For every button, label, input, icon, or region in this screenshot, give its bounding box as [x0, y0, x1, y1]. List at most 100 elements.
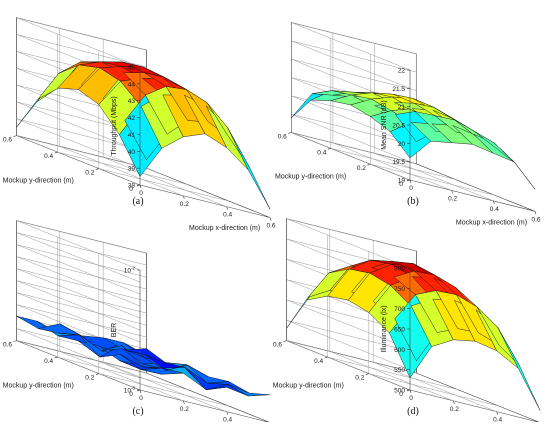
y-axis-label: Mockup y-direction (m) [273, 382, 344, 389]
grid-line [59, 351, 184, 402]
surface [16, 61, 271, 210]
surface-patch [473, 133, 515, 163]
y-tick [367, 163, 371, 166]
z-tick-label: 21.5 [392, 86, 405, 93]
z-tick-label: 10-2 [124, 266, 136, 275]
grid-line [16, 280, 147, 314]
z-axis-label: Illuminance (lx) [381, 305, 388, 352]
y-tick [365, 373, 369, 375]
panel-caption: (d) [407, 406, 419, 417]
y-tick-label: 0.2 [357, 165, 366, 172]
grid-line [16, 220, 141, 271]
y-tick [13, 135, 17, 137]
y-tick [136, 389, 141, 392]
grid-line [291, 132, 411, 181]
y-tick [324, 356, 328, 359]
grid-line [16, 244, 147, 278]
y-tick-label: 0 [129, 391, 133, 398]
chart-panel-a: 38 39 40 41 42 43 44 45 Throughput (Mbps) 0 0.2 0.4… [3, 17, 276, 232]
y-tick [136, 184, 141, 187]
grid-line [327, 356, 458, 390]
x-tick [453, 400, 455, 404]
z-tick-label: 39 [128, 166, 136, 173]
grid-line [16, 135, 147, 169]
grid-line [16, 17, 141, 68]
x-tick-label: 0.2 [180, 406, 189, 413]
grid-line [57, 356, 188, 390]
z-tick-label: 700 [394, 306, 405, 313]
z-tick-label: 21 [398, 104, 406, 111]
grid-line [286, 218, 417, 252]
z-tick-label: 600 [394, 347, 405, 354]
grid-line [291, 40, 411, 89]
x-tick-label: 0 [139, 190, 143, 197]
surface-patch [497, 327, 541, 411]
y-tick-label: 0.6 [278, 134, 287, 141]
grid-line [103, 362, 227, 412]
x-tick [496, 411, 498, 415]
x-tick [226, 206, 228, 210]
z-tick-label: 40 [128, 149, 136, 156]
x-tick [183, 195, 185, 199]
grid-line [291, 22, 417, 54]
z-tick-label: 650 [394, 327, 405, 334]
grid-line [374, 153, 494, 202]
y-axis-label: Mockup y-direction (m) [275, 173, 346, 180]
z-tick-label: 43 [128, 98, 136, 105]
x-tick [183, 400, 185, 404]
grid-line [16, 101, 141, 152]
z-tick-exponent: -2 [131, 266, 135, 271]
y-tick [13, 340, 17, 342]
grid-line [16, 220, 147, 254]
y-tick [406, 389, 411, 392]
x-tick [409, 179, 412, 184]
grid-line [16, 118, 141, 169]
grid-line [291, 40, 417, 73]
grid-line [329, 351, 454, 402]
grid-line [291, 58, 417, 91]
grid-line [16, 280, 141, 331]
surface-patch [227, 127, 271, 210]
y-tick-label: 0.6 [3, 137, 12, 144]
z-tick-label: 750 [394, 286, 405, 293]
x-tick-label: 0 [409, 395, 413, 402]
grid-line [370, 163, 496, 196]
surface-patch [494, 142, 536, 190]
y-tick [327, 148, 331, 150]
grid-line [16, 292, 141, 343]
grid-line [291, 132, 417, 164]
x-tick [139, 389, 142, 394]
y-tick-label: 0.2 [85, 375, 94, 382]
y-tick-label: 0.6 [273, 342, 282, 349]
grid-line [16, 268, 147, 302]
y-tick-label: 0.2 [85, 170, 94, 177]
grid-line [291, 113, 411, 162]
x-tick [534, 211, 537, 215]
grid-line [16, 304, 147, 338]
x-tick-label: 0.6 [266, 223, 275, 230]
z-tick-label: 10-3 [124, 386, 136, 395]
grid-line [332, 142, 452, 191]
grid-line [16, 256, 147, 290]
z-tick-label: 22 [398, 68, 406, 75]
x-tick-label: 0.2 [448, 195, 457, 202]
surface [16, 315, 271, 397]
z-tick-label: 20 [398, 141, 406, 148]
z-axis-label: BER [111, 323, 118, 337]
x-tick [409, 389, 412, 394]
x-tick-label: 0.4 [493, 417, 502, 422]
z-tick-label: 38 [128, 183, 136, 190]
grid-line [286, 299, 411, 350]
grid-line [368, 373, 499, 407]
x-tick-label: 0.4 [490, 206, 499, 213]
y-tick-label: 0 [399, 391, 403, 398]
z-axis-label: Throughput (Mbps) [111, 96, 118, 156]
grid-line [16, 232, 141, 283]
y-tick-label: 0.4 [44, 153, 53, 160]
y-axis-label: Mockup y-direction (m) [3, 177, 74, 184]
x-axis-label: Mockup x-direction (m) [456, 219, 527, 226]
y-tick-label: 0 [399, 181, 403, 188]
z-tick-label: 20.5 [392, 123, 405, 130]
